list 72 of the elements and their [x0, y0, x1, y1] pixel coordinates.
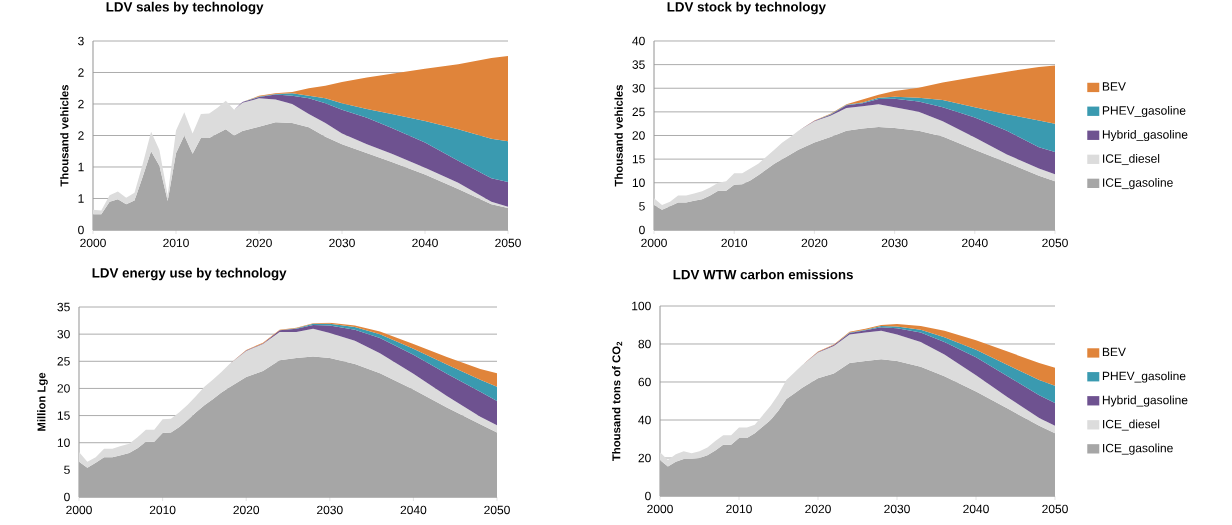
y-tick-label: 0: [645, 491, 651, 501]
y-tick-label: 35: [632, 60, 645, 69]
x-tick-label: 2010: [721, 238, 748, 248]
y-tick-label: 60: [638, 377, 651, 387]
chart-title: LDV stock by technology: [667, 1, 826, 15]
x-tick-label: 2050: [1042, 504, 1068, 514]
chart-title: LDV energy use by technology: [92, 267, 287, 281]
legend-label: ICE_gasoline: [1103, 177, 1173, 190]
legend-label: Hybrid_gasoline: [1102, 395, 1188, 407]
y-tick-label: 3: [78, 36, 84, 46]
legend-label: BEV: [1102, 347, 1126, 357]
y-axis-title: Thousand vehicles: [614, 84, 623, 187]
y-tick-label: 1: [78, 162, 84, 172]
y-tick-label: 10: [57, 438, 70, 447]
x-tick-label: 2010: [149, 505, 176, 515]
y-tick-label: 2: [78, 99, 84, 109]
x-tick-label: 2010: [163, 238, 189, 248]
y-tick-label: 40: [638, 415, 651, 425]
legend-label: PHEV_gasoline: [1102, 105, 1186, 118]
y-tick-label: 20: [57, 384, 70, 393]
x-tick-label: 2050: [484, 505, 510, 515]
legend-label: ICE_gasoline: [1103, 443, 1173, 455]
y-tick-label: 30: [57, 329, 70, 339]
x-tick-label: 2010: [726, 504, 752, 514]
y-tick-label: 0: [78, 225, 84, 235]
y-tick-label: 1: [78, 194, 84, 203]
x-tick-label: 2040: [412, 238, 438, 248]
y-tick-label: 0: [639, 225, 645, 235]
y-tick-label: 80: [638, 339, 651, 349]
y-tick-label: 5: [64, 465, 70, 475]
chart-title: LDV WTW carbon emissions: [673, 269, 853, 280]
x-tick-label: 2020: [801, 238, 828, 248]
x-tick-label: 2040: [400, 505, 427, 515]
y-axis-title: Million Lge: [37, 372, 48, 431]
y-axis-title: Thousand vehicles: [60, 84, 69, 187]
x-tick-label: 2030: [881, 238, 908, 248]
x-tick-label: 2050: [495, 238, 521, 248]
x-tick-label: 2040: [963, 504, 989, 514]
y-tick-label: 2: [78, 131, 84, 140]
y-tick-label: 100: [632, 301, 651, 311]
chart-title: LDV sales by technology: [106, 1, 264, 15]
x-tick-label: 2030: [884, 504, 910, 514]
x-tick-label: 2030: [317, 505, 343, 515]
x-tick-label: 2000: [641, 238, 667, 248]
x-tick-label: 2000: [80, 238, 106, 248]
y-tick-label: 10: [632, 178, 645, 187]
y-tick-label: 15: [57, 411, 70, 420]
y-axis-title: Thousand tons of CO$_{2}$: [612, 341, 623, 462]
x-tick-label: 2020: [246, 238, 272, 248]
y-tick-label: 20: [638, 453, 651, 463]
y-tick-label: 20: [632, 131, 645, 140]
x-tick-label: 2020: [805, 504, 831, 514]
x-tick-label: 2020: [233, 505, 260, 515]
legend-label: Hybrid_gasoline: [1102, 129, 1188, 142]
y-tick-label: 5: [639, 202, 645, 211]
x-tick-label: 2030: [329, 238, 355, 248]
x-tick-label: 2050: [1042, 238, 1068, 248]
legend-label: BEV: [1102, 82, 1126, 91]
legend-label: PHEV_gasoline: [1102, 371, 1186, 383]
legend-label: ICE_diesel: [1103, 419, 1160, 431]
y-tick-label: 15: [632, 154, 645, 164]
legend-label: ICE_diesel: [1103, 153, 1160, 166]
y-tick-label: 0: [64, 492, 70, 502]
y-tick-label: 40: [632, 36, 645, 46]
y-tick-label: 30: [632, 83, 645, 93]
y-tick-label: 2: [78, 68, 84, 77]
y-tick-label: 25: [632, 107, 645, 117]
y-tick-label: 25: [57, 357, 70, 366]
x-tick-label: 2000: [647, 504, 673, 514]
y-tick-label: 35: [57, 302, 70, 312]
x-tick-label: 2040: [962, 238, 988, 248]
x-tick-label: 2000: [66, 505, 92, 515]
